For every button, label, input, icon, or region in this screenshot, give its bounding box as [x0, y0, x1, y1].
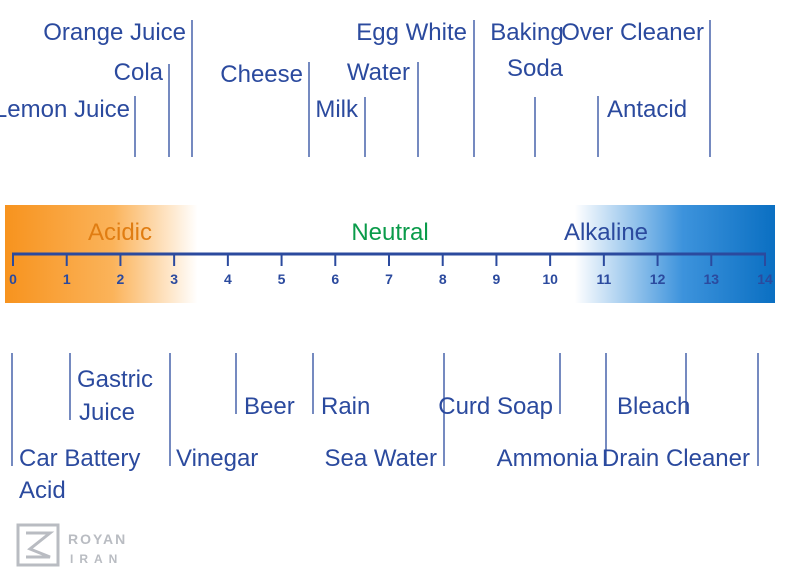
label-gastric-line2: Juice — [79, 399, 135, 426]
label-over-cleaner: Over Cleaner — [561, 19, 704, 46]
label-lemon-juice: Lemon Juice — [0, 96, 130, 123]
label-ammonia: Ammonia — [497, 445, 599, 472]
tick-label-1: 1 — [63, 271, 71, 287]
logo-icon — [16, 523, 60, 567]
tick-label-4: 4 — [224, 271, 232, 287]
leader-lines — [11, 20, 759, 466]
label-baking-soda-line1: Baking — [490, 19, 563, 46]
zone-acidic-label: Acidic — [88, 219, 152, 246]
label-gastric-line1: Gastric — [77, 366, 153, 393]
label-baking-soda-line2: Soda — [507, 55, 564, 82]
label-antacid: Antacid — [607, 96, 687, 123]
label-vinegar: Vinegar — [176, 445, 258, 472]
tick-label-8: 8 — [439, 271, 447, 287]
tick-label-11: 11 — [596, 271, 611, 287]
label-water: Water — [347, 59, 410, 86]
label-sea-water: Sea Water — [325, 445, 438, 472]
tick-label-10: 10 — [542, 271, 558, 287]
tick-label-0: 0 — [9, 271, 17, 287]
tick-label-2: 2 — [117, 271, 125, 287]
label-beer: Beer — [244, 393, 295, 420]
label-car-battery-line1: Car Battery — [19, 445, 140, 472]
ph-ticks: 0 1 2 3 4 5 6 7 8 9 10 11 12 13 14 — [9, 254, 773, 287]
zone-neutral-label: Neutral — [351, 219, 428, 246]
logo-swirl-icon — [26, 531, 55, 559]
label-drain-cleaner: Drain Cleaner — [602, 445, 750, 472]
tick-label-3: 3 — [170, 271, 178, 287]
label-cola: Cola — [114, 59, 164, 86]
tick-label-7: 7 — [385, 271, 393, 287]
label-egg-white: Egg White — [356, 19, 467, 46]
royan-iran-logo: ROYAN IRAN — [16, 523, 127, 567]
tick-label-13: 13 — [703, 271, 719, 287]
tick-label-5: 5 — [278, 271, 286, 287]
label-orange-juice: Orange Juice — [43, 19, 186, 46]
label-milk: Milk — [315, 96, 359, 123]
zone-alkaline-label: Alkaline — [564, 219, 648, 246]
label-rain: Rain — [321, 393, 370, 420]
label-bleach: Bleach — [617, 393, 690, 420]
label-car-battery-line2: Acid — [19, 477, 66, 504]
label-curd-soap: Curd Soap — [438, 393, 553, 420]
tick-label-12: 12 — [650, 271, 666, 287]
tick-label-9: 9 — [493, 271, 501, 287]
tick-label-6: 6 — [331, 271, 339, 287]
label-cheese: Cheese — [220, 61, 303, 88]
logo-line2: IRAN — [70, 552, 123, 566]
tick-label-14: 14 — [757, 271, 773, 287]
logo-line1: ROYAN — [68, 531, 127, 547]
